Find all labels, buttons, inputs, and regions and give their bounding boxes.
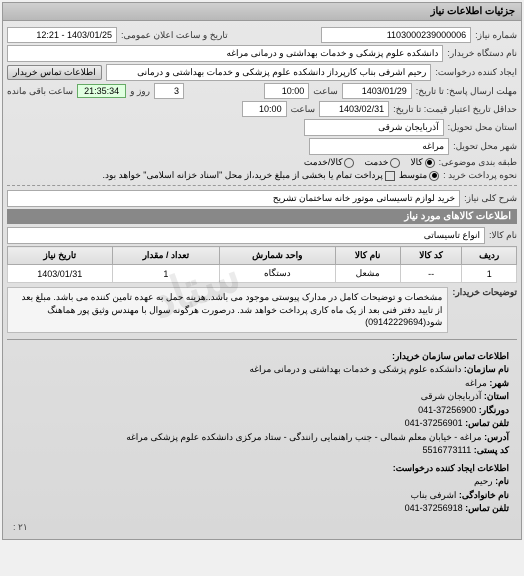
reply-time: 10:00 [264,83,309,99]
creator-value: رحیم اشرفی بناب کارپرداز دانشکده علوم پز… [106,64,432,81]
radio-pay-medium-label: متوسط [399,170,427,181]
contact-title: اطلاعات تماس سازمان خریدار: [392,351,509,361]
c-city-value: مراغه [465,378,487,388]
cell-unit: دستگاه [220,265,335,283]
province-value: آذربایجان شرقی [304,119,444,136]
details-panel: جزئیات اطلاعات نیاز شماره نیاز: 11030002… [2,2,522,540]
buyer-value: دانشکده علوم پزشکی و خدمات بهداشتی و درم… [7,45,443,62]
fax-label: دورنگار: [479,405,509,415]
c-city-label: شهر: [489,378,509,388]
cr-family-label: نام خانوادگی: [459,490,509,500]
remaining-days: 3 [154,83,184,99]
remaining-time: 21:35:34 [77,84,126,98]
form-body: شماره نیاز: 1103000239000006 تاریخ و ساع… [3,21,521,539]
contact-block: اطلاعات تماس سازمان خریدار: نام سازمان: … [7,346,517,520]
validity-date: 1403/02/31 [319,101,389,117]
reply-deadline-label: مهلت ارسال پاسخ: تا تاریخ: [416,86,517,97]
goods-header-row: ردیف کد کالا نام کالا واحد شمارش تعداد /… [8,247,517,265]
table-row[interactable]: 1 -- مشعل دستگاه 1 1403/01/31 [8,265,517,283]
radio-khedmat-label: خدمت [364,157,388,168]
reply-date: 1403/01/29 [342,83,412,99]
checkbox-treasury-label: پرداخت تمام یا بخشی از مبلغ خرید،از محل … [102,170,382,181]
city-label: شهر محل تحویل: [453,141,517,152]
goods-table: ردیف کد کالا نام کالا واحد شمارش تعداد /… [7,246,517,283]
buyer-note-text: مشخصات و توضیحات کامل در مدارک پیوستی مو… [7,287,448,333]
cell-code: -- [400,265,462,283]
goods-section-title: اطلاعات کالاهای مورد نیاز [7,209,517,224]
phone-label: تلفن تماس: [465,418,509,428]
col-code: کد کالا [400,247,462,265]
cell-row: 1 [462,265,517,283]
checkbox-treasury[interactable] [385,171,395,181]
province-label: استان محل تحویل: [448,122,517,133]
col-row: ردیف [462,247,517,265]
address-value: مراغه - خیابان معلم شمالی - جنب راهنمایی… [126,432,481,442]
cr-name-label: نام: [495,476,509,486]
subject-label: شرح کلی نیاز: [464,193,517,204]
payment-label: نحوه پرداخت خرید : [443,170,517,181]
reply-time-label: ساعت [313,86,338,97]
org-value: دانشکده علوم پزشکی و خدمات بهداشتی و درم… [249,364,461,374]
item-name-label: نام کالا: [489,230,517,241]
col-unit: واحد شمارش [220,247,335,265]
request-no-label: شماره نیاز: [475,30,517,41]
announce-label: تاریخ و ساعت اعلان عمومی: [121,30,228,41]
buyer-label: نام دستگاه خریدار: [447,48,517,59]
validity-time-label: ساعت [291,104,316,115]
footer-code: ۲۱ : [7,520,517,535]
postal-label: کد پستی: [474,445,509,455]
creator-label: ایجاد کننده درخواست: [435,67,517,78]
item-name-value: انواع تاسیساتی [7,227,485,244]
org-label: نام سازمان: [464,364,509,374]
cr-phone-value: 37256918-041 [405,503,463,513]
remaining-days-label: روز و [130,86,150,97]
subject-value: خرید لوازم تاسیساتی موتور خانه ساختمان ت… [7,190,460,207]
fax-value: 37256900-041 [418,405,476,415]
announce-value: 1403/01/25 - 12:21 [7,27,117,43]
radio-kala[interactable] [425,158,435,168]
col-date: تاریخ نیاز [8,247,113,265]
c-province-value: آذربایجان شرقی [421,391,482,401]
request-no-value: 1103000239000006 [321,27,471,43]
address-label: آدرس: [484,432,509,442]
radio-kala-label: کالا [410,157,422,168]
city-value: مراغه [309,138,449,155]
radio-khedmat[interactable] [390,158,400,168]
col-name: نام کالا [335,247,400,265]
validity-time: 10:00 [242,101,287,117]
radio-both[interactable] [344,158,354,168]
remaining-suffix: ساعت باقی مانده [7,86,73,97]
cell-date: 1403/01/31 [8,265,113,283]
cell-name: مشعل [335,265,400,283]
cr-family-value: اشرفی بناب [411,490,457,500]
buyer-note-label: توضیحات خریدار: [452,287,517,298]
group-radio-group: کالا خدمت کالا/خدمت [304,157,435,168]
c-province-label: استان: [484,391,509,401]
creator-section-title: اطلاعات ایجاد کننده درخواست: [393,463,509,473]
col-qty: تعداد / مقدار [112,247,220,265]
postal-value: 5516773111 [423,445,472,455]
cr-name-value: رحیم [474,476,493,486]
phone-value: 37256901-041 [405,418,463,428]
buyer-contact-button[interactable]: اطلاعات تماس خریدار [7,65,102,80]
radio-pay-medium[interactable] [429,171,439,181]
cell-qty: 1 [112,265,220,283]
panel-title: جزئیات اطلاعات نیاز [3,3,521,21]
validity-label: حداقل تاریخ اعتبار قیمت: تا تاریخ: [393,104,517,115]
cr-phone-label: تلفن تماس: [465,503,509,513]
radio-both-label: کالا/خدمت [304,157,343,168]
group-label: طبقه بندی موضوعی: [439,157,517,168]
